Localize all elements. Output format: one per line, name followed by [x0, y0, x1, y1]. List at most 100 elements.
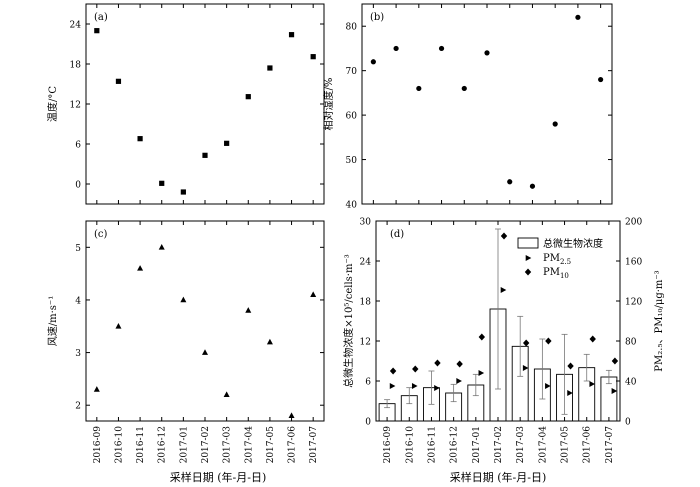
panel-d-y-tick-label-left: 24: [360, 258, 372, 268]
panel-d-x-tick-label: 2017-01: [472, 426, 482, 463]
panel-d-y-tick-label-left: 18: [360, 298, 372, 308]
legend-bar-label: 总微生物浓度: [543, 237, 603, 250]
panel-b-point: [552, 121, 558, 127]
panel-d-pm-point: [500, 232, 508, 240]
panel-c-point: [223, 391, 230, 397]
x-axis-title-right: 采样日期 (年-月-日): [450, 470, 547, 484]
panel-d-y-tick-label-right: 160: [625, 258, 642, 268]
panel-d-x-tick-label: 2017-04: [538, 426, 548, 464]
panel-c-point: [288, 412, 295, 419]
panel-d-pm-point: [411, 383, 418, 389]
panel-b-label: (b): [370, 12, 384, 23]
panel-a-temperature: 0 6 12 18 24 温度/°C (a): [46, 3, 325, 205]
panel-c-x-tick-label: 2016-10: [114, 426, 124, 464]
panel-a-point: [159, 180, 165, 186]
legend-pm-label-sub: 10: [560, 272, 569, 280]
panel-a-frame: [85, 3, 325, 205]
panel-d-label: (d): [390, 229, 404, 240]
panel-d-pm-point: [478, 333, 486, 341]
panel-a-point: [137, 136, 143, 142]
panel-a-point: [180, 189, 186, 195]
panel-c-point: [137, 265, 144, 271]
panel-b-frame: [361, 3, 613, 205]
panel-a-point: [288, 32, 295, 38]
panel-d-y-tick-label-right: 120: [625, 298, 642, 308]
panel-d-pm-point: [434, 385, 440, 391]
panel-b-point: [370, 59, 376, 65]
panel-d-y-tick-label-right: 80: [625, 338, 637, 348]
panel-d-y-tick-label-right: 40: [625, 378, 637, 388]
panel-a-label: (a): [94, 12, 108, 23]
panel-a-point: [245, 94, 251, 100]
panel-b-y-tick-label: 50: [346, 156, 358, 166]
legend-pm-label: PM10: [543, 267, 569, 280]
panel-d-x-tick-label: 2016-12: [450, 426, 460, 463]
panel-c-point: [266, 338, 273, 345]
legend-pm-label-base: PM: [543, 267, 560, 278]
panel-d-y-tick-label-left: 30: [360, 218, 372, 228]
panel-d-pm-point: [545, 383, 551, 389]
panel-a-y-axis-label: 温度/°C: [46, 86, 59, 122]
panel-a-y-tick-label: 6: [75, 141, 81, 151]
panel-d-pm-point: [611, 388, 618, 394]
panel-c-point: [180, 296, 187, 303]
panel-d-pm-point: [589, 335, 596, 343]
panel-b-point: [598, 76, 604, 83]
panel-d-pm-point: [611, 357, 619, 365]
panel-d-x-tick-label: 2017-07: [605, 426, 615, 464]
panel-c-x-tick-label: 2017-05: [266, 426, 276, 464]
panel-d-y-tick-label-left: 6: [365, 378, 371, 388]
panel-d-pm-point: [567, 390, 573, 396]
panel-a-point: [115, 78, 122, 84]
panel-a-point: [224, 140, 230, 146]
panel-d-x-tick-label: 2016-11: [427, 426, 437, 463]
panel-b-point: [393, 45, 399, 52]
panel-d-pm-point: [456, 360, 463, 368]
panel-a-y-tick-label: 12: [70, 101, 81, 111]
panel-c-x-tick-label: 2017-02: [201, 426, 211, 463]
x-axis-title-left: 采样日期 (年-月-日): [170, 470, 267, 484]
panel-d-pm-point: [389, 383, 396, 389]
panel-c-y-tick-label: 3: [75, 349, 81, 359]
panel-a-point: [267, 65, 273, 71]
panel-b-point: [484, 50, 490, 56]
panel-d-pm-point: [434, 359, 441, 367]
panel-d-pm-point: [500, 287, 507, 293]
panel-c-point: [245, 307, 252, 313]
panel-d-y-tick-label-right: 200: [625, 218, 642, 228]
panel-d-x-tick-label: 2016-09: [383, 426, 393, 464]
panel-c-label: (c): [94, 229, 108, 240]
panel-c-point: [158, 244, 165, 250]
panel-d-pm-point: [545, 337, 552, 345]
panel-c-point: [310, 291, 317, 297]
legend-pm-label-base: PM: [543, 253, 560, 264]
panel-d-y-axis-label-right: PM₂.₅、PM₁₀/μg·m⁻³: [654, 270, 665, 371]
legend-pm-marker: [525, 255, 532, 261]
panel-d-pm-point: [389, 367, 397, 375]
panel-d-pm-point: [412, 365, 419, 373]
panel-b-point: [575, 14, 581, 20]
panel-d-y-tick-label-right: 0: [625, 418, 631, 428]
panel-c-x-tick-label: 2016-11: [136, 426, 146, 463]
panel-a-point: [94, 28, 100, 34]
panel-d-y-tick-label-left: 12: [360, 338, 371, 348]
panel-b-point: [438, 45, 445, 52]
panel-c-x-tick-label: 2017-04: [244, 426, 254, 464]
panel-b-point: [507, 179, 513, 185]
panel-c-x-tick-label: 2017-06: [288, 426, 298, 464]
panel-d-pm-point: [522, 365, 529, 371]
panel-c-x-tick-label: 2016-12: [158, 426, 168, 463]
panel-b-y-tick-label: 40: [346, 201, 358, 211]
panel-c-y-tick-label: 5: [75, 244, 81, 254]
panel-d-pm-point: [567, 362, 574, 370]
panel-b-point: [529, 183, 536, 189]
panel-c-point: [202, 349, 208, 355]
panel-d-left-y-axis-label: 总微生物浓度×10⁵/cells·m⁻³: [342, 254, 355, 387]
legend-bar-swatch: [517, 237, 539, 249]
panel-c-x-tick-label: 2017-07: [309, 426, 319, 464]
panel-d-pm-point: [522, 339, 530, 347]
panel-a-y-tick-label: 0: [75, 181, 81, 191]
panel-c-wind-speed: 2016-09 2016-10 2016-11 2016-12 2017-01 2017-…: [47, 220, 325, 464]
